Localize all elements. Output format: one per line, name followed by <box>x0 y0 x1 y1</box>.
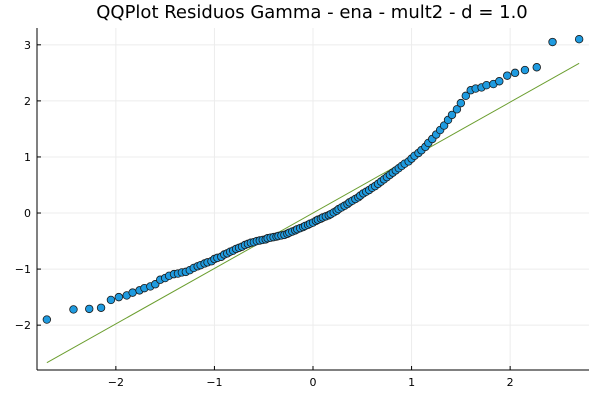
reference-line <box>46 62 580 364</box>
data-point <box>69 305 78 314</box>
data-point <box>85 304 94 314</box>
data-point <box>495 77 504 86</box>
data-point <box>106 295 116 305</box>
data-point <box>520 65 530 75</box>
axes-layer <box>36 28 589 371</box>
x-tick-label: 2 <box>507 376 514 389</box>
y-tick-label: −2 <box>15 319 31 332</box>
data-point <box>510 68 520 78</box>
data-point <box>502 71 512 80</box>
data-point <box>447 110 457 120</box>
data-point <box>456 98 466 108</box>
data-point <box>461 91 470 101</box>
grid-layer <box>37 28 589 370</box>
y-tick-label: 1 <box>24 151 31 164</box>
y-tick-label: −1 <box>15 263 31 276</box>
x-tick-label: −2 <box>108 376 124 389</box>
data-point <box>482 80 491 90</box>
y-tick-label: 2 <box>24 95 31 108</box>
x-tick-label: 0 <box>310 376 317 389</box>
data-point <box>439 121 449 130</box>
y-tick-label: 3 <box>24 39 31 52</box>
data-point <box>452 105 462 114</box>
data-point <box>114 292 124 302</box>
y-tick-label: 0 <box>24 207 31 220</box>
data-point <box>532 63 541 72</box>
x-tick-label: 1 <box>408 376 415 389</box>
data-point <box>96 303 106 312</box>
data-point <box>42 315 52 324</box>
points-layer <box>42 35 584 324</box>
chart-title: QQPlot Residuos Gamma - ena - mult2 - d … <box>96 2 528 23</box>
data-point <box>574 35 584 44</box>
x-tick-label: −1 <box>206 376 222 389</box>
data-point <box>548 37 557 47</box>
reference-line-layer <box>46 62 580 364</box>
data-point <box>128 288 137 297</box>
tick-labels-layer: −2 −1 0 1 2 −2 −1 0 1 2 3 <box>15 39 514 389</box>
